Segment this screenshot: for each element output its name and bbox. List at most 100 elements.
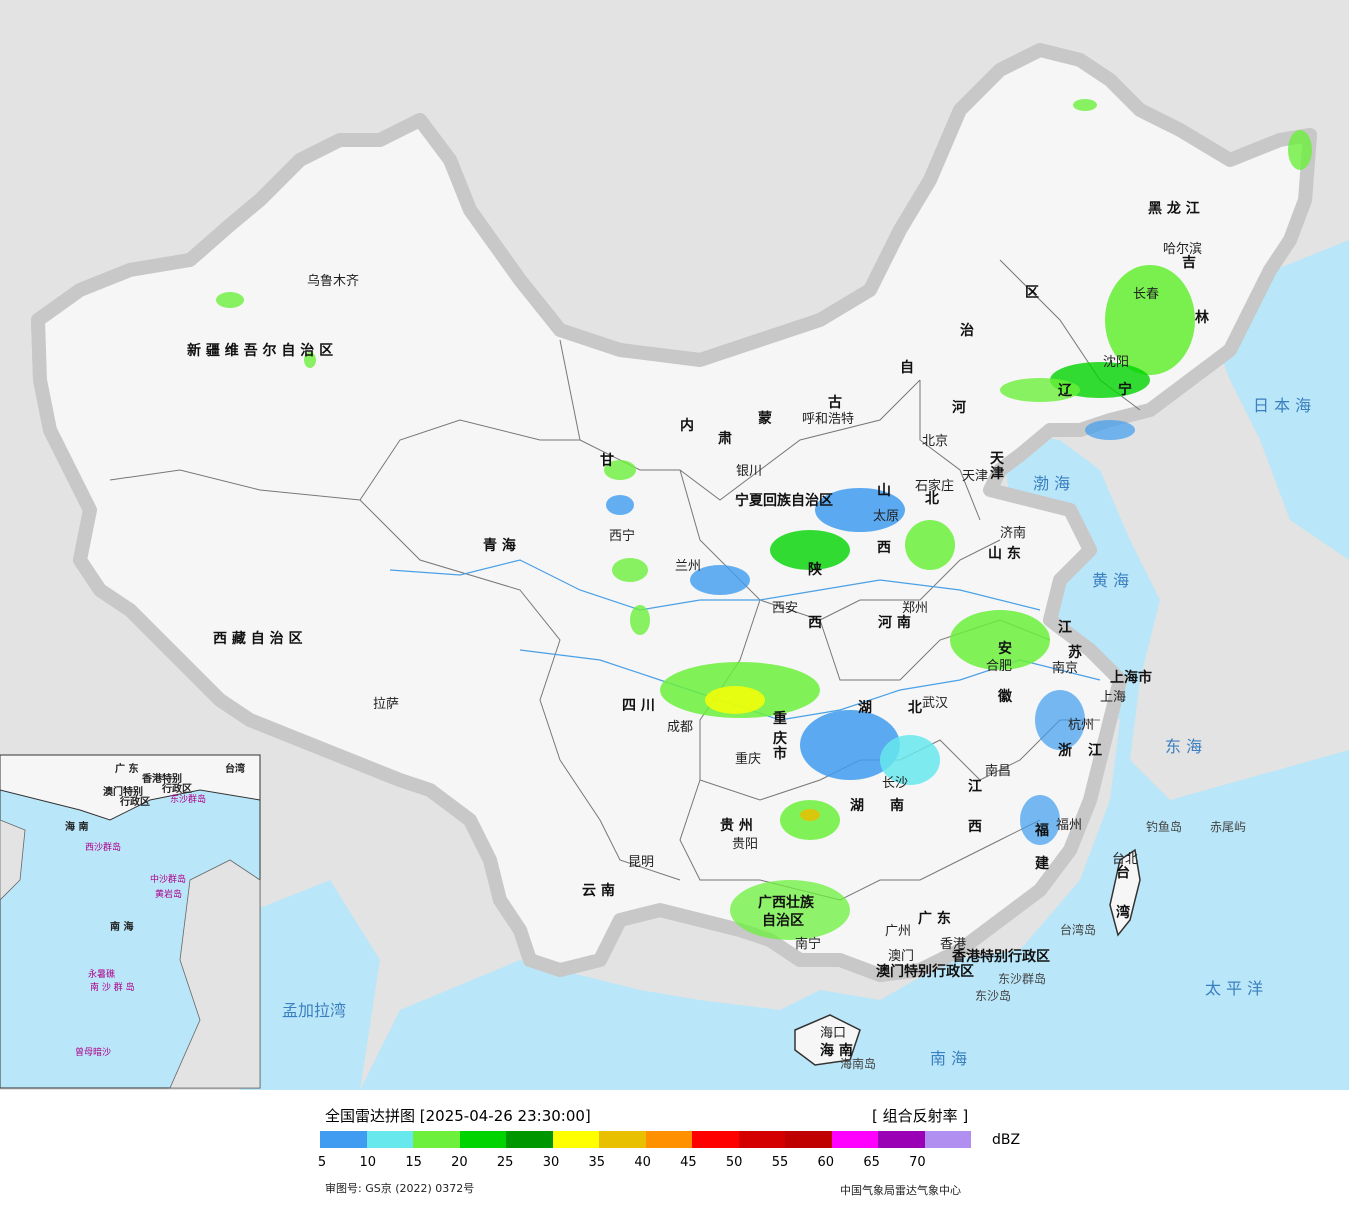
province-label: 河 [952, 400, 966, 416]
city-label: 天津 [962, 469, 989, 484]
province-label: 南 [890, 798, 904, 814]
city-label: 呼和浩特 [802, 412, 855, 427]
province-label: 北 [908, 700, 922, 716]
sea-area [360, 430, 1349, 1090]
radar-echoes [216, 99, 1312, 940]
legend-swatch [785, 1131, 832, 1148]
island-label: 东沙群岛 [998, 972, 1047, 986]
city-label: 重庆 [735, 752, 762, 767]
island-label: 海南岛 [840, 1057, 877, 1071]
city-label: 香港 [940, 937, 967, 952]
legend-swatch [459, 1131, 506, 1148]
inset-region-label: 香港特别 [142, 774, 182, 785]
province-label: 林 [1195, 310, 1209, 326]
inset-island-label: 东沙群岛 [170, 795, 207, 805]
city-label: 乌鲁木齐 [307, 274, 360, 289]
province-label: 市 [773, 746, 787, 762]
inset-region-label: 行政区 [162, 784, 192, 795]
city-label: 福州 [1056, 818, 1083, 833]
legend-product: [ 组合反射率 ] [872, 1107, 969, 1125]
inset-island-label: 南 沙 群 岛 [90, 983, 135, 993]
province-label: 宁 [1118, 382, 1132, 398]
province-label: 辽 [1058, 383, 1072, 399]
province-label: 庆 [773, 731, 787, 747]
legend-tick-label: 5 [317, 1155, 327, 1170]
legend-color-bar [320, 1131, 971, 1148]
province-label: 山 [877, 483, 891, 499]
legend-swatch [831, 1131, 878, 1148]
inset-island-label: 西沙群岛 [85, 843, 122, 853]
inset-island-label: 中沙群岛 [150, 875, 187, 885]
province-label: 自治区 [762, 913, 804, 929]
province-label: 浙 [1058, 743, 1072, 759]
south-china-sea-inset [0, 754, 261, 1089]
producer: 中国气象局雷达气象中心 [840, 1184, 961, 1197]
taiwan-island [1109, 848, 1141, 937]
province-label: 广 东 [918, 911, 951, 927]
province-label: 吉 [1182, 255, 1196, 271]
island-label: 钓鱼岛 [1146, 820, 1183, 834]
legend-swatch [413, 1131, 460, 1148]
city-label: 澳门 [888, 949, 915, 964]
island-label: 赤尾屿 [1210, 820, 1247, 834]
province-label: 湖 [850, 798, 864, 814]
legend-tick-label: 20 [451, 1155, 468, 1170]
province-label: 湖 [858, 700, 872, 716]
inset-region-label: 澳门特别 [103, 787, 143, 798]
province-label: 上海市 [1110, 670, 1152, 686]
province-label: 山 东 [988, 546, 1021, 562]
city-label: 西宁 [609, 529, 636, 544]
city-label: 西安 [772, 601, 799, 616]
legend-swatch [878, 1131, 925, 1148]
province-label: 甘 [600, 453, 614, 469]
map-canvas [0, 0, 1349, 1090]
review-number: 审图号: GS京 (2022) 0372号 [325, 1182, 475, 1195]
legend-tick-label: 55 [771, 1155, 789, 1170]
city-label: 郑州 [902, 601, 929, 616]
inset-region-label: 行政区 [120, 797, 150, 808]
province-label: 区 [1025, 285, 1039, 301]
province-label: 黑 龙 江 [1148, 201, 1200, 217]
sea-label: 南 海 [930, 1049, 968, 1068]
province-label: 津 [990, 466, 1004, 482]
legend-swatch [506, 1131, 553, 1148]
legend-swatch [366, 1131, 413, 1148]
legend-tick-label: 25 [496, 1155, 514, 1170]
province-label: 徽 [998, 689, 1012, 705]
province-label: 西 [877, 540, 891, 556]
legend-swatch [738, 1131, 785, 1148]
legend-tick-label: 70 [909, 1155, 926, 1170]
province-label: 蒙 [758, 411, 772, 427]
province-label: 河 南 [878, 615, 911, 631]
city-label: 台北 [1112, 852, 1139, 867]
city-label: 太原 [873, 509, 900, 524]
city-label: 南宁 [795, 937, 822, 952]
inset-region-label: 海 南 [65, 822, 89, 833]
sea-label: 孟加拉湾 [282, 1001, 347, 1020]
legend-tick-label: 15 [405, 1155, 422, 1170]
province-label: 广西壮族 [758, 895, 814, 911]
province-label: 天 [990, 451, 1004, 467]
sea-label: 日 本 海 [1253, 396, 1312, 415]
city-label: 武汉 [922, 696, 949, 711]
city-label: 广州 [885, 924, 912, 939]
sea-label: 太 平 洋 [1205, 979, 1264, 998]
city-label: 南昌 [985, 764, 1012, 779]
province-label: 四 川 [622, 698, 655, 714]
inset-island-label: 永暑礁 [88, 970, 116, 980]
city-label: 海口 [820, 1026, 847, 1041]
province-label: 香港特别行政区 [952, 949, 1050, 965]
city-label: 上海 [1100, 690, 1127, 705]
province-label: 西 藏 自 治 区 [213, 631, 303, 647]
city-label: 北京 [922, 434, 949, 449]
legend-swatch [692, 1131, 739, 1148]
inset-island-label: 黄岩岛 [155, 890, 183, 900]
province-label: 新 疆 维 吾 尔 自 治 区 [187, 343, 334, 359]
legend-tick-label: 40 [634, 1155, 651, 1170]
province-label: 湾 [1116, 905, 1130, 921]
city-label: 银川 [736, 464, 763, 479]
legend-unit: dBZ [992, 1132, 1021, 1148]
province-label: 江 [1058, 620, 1072, 636]
province-label: 青 海 [483, 538, 516, 554]
